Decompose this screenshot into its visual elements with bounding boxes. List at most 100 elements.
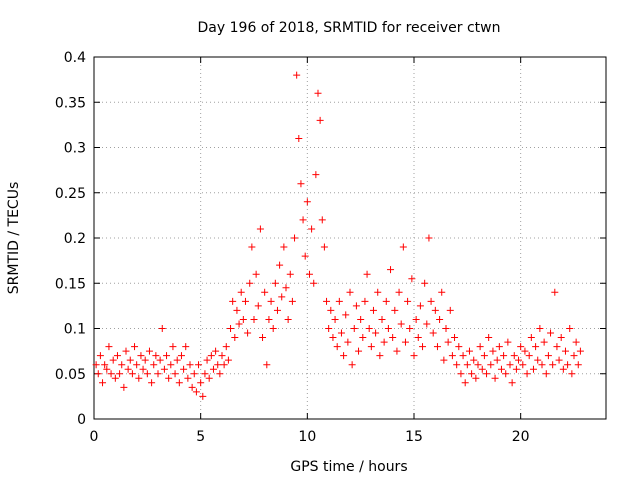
data-point bbox=[107, 370, 115, 378]
data-point bbox=[314, 89, 322, 97]
data-point bbox=[401, 338, 409, 346]
y-tick-label: 0.4 bbox=[64, 50, 86, 66]
data-point bbox=[244, 329, 252, 337]
data-point bbox=[209, 365, 217, 373]
y-tick-label: 0 bbox=[77, 412, 86, 428]
data-point bbox=[318, 216, 326, 224]
y-tick-label: 0.35 bbox=[55, 95, 86, 111]
data-point bbox=[316, 116, 324, 124]
data-point bbox=[378, 315, 386, 323]
data-point bbox=[393, 347, 401, 355]
data-point bbox=[510, 352, 518, 360]
data-point bbox=[527, 334, 535, 342]
data-point bbox=[423, 320, 431, 328]
data-point bbox=[113, 352, 121, 360]
data-point bbox=[363, 270, 371, 278]
data-point bbox=[282, 284, 290, 292]
data-point bbox=[190, 370, 198, 378]
data-point bbox=[410, 352, 418, 360]
data-point bbox=[493, 356, 501, 364]
data-point bbox=[391, 306, 399, 314]
data-point bbox=[416, 302, 424, 310]
data-point bbox=[169, 343, 177, 351]
data-point bbox=[293, 71, 301, 79]
data-point bbox=[429, 329, 437, 337]
data-point bbox=[216, 370, 224, 378]
data-point bbox=[380, 338, 388, 346]
data-point bbox=[342, 311, 350, 319]
data-point bbox=[521, 347, 529, 355]
data-point bbox=[369, 306, 377, 314]
data-point bbox=[553, 343, 561, 351]
data-point bbox=[152, 352, 160, 360]
data-point bbox=[301, 252, 309, 260]
x-tick-label: 0 bbox=[90, 429, 99, 445]
data-point bbox=[212, 347, 220, 355]
data-point bbox=[495, 343, 503, 351]
data-point bbox=[325, 325, 333, 332]
data-point bbox=[180, 365, 188, 373]
data-point bbox=[299, 216, 307, 224]
y-tick-label: 0.3 bbox=[64, 141, 86, 157]
data-point bbox=[131, 343, 139, 351]
data-point bbox=[534, 356, 542, 364]
data-point bbox=[158, 325, 166, 332]
data-point bbox=[278, 293, 286, 301]
data-point bbox=[195, 361, 203, 369]
data-point bbox=[177, 352, 185, 360]
data-point bbox=[109, 356, 117, 364]
data-point bbox=[523, 370, 531, 378]
data-point bbox=[476, 343, 484, 351]
y-tick-label: 0.25 bbox=[55, 186, 86, 202]
data-point bbox=[297, 180, 305, 188]
data-point bbox=[566, 325, 574, 332]
data-point bbox=[154, 370, 162, 378]
data-point bbox=[344, 338, 352, 346]
data-point bbox=[182, 343, 190, 351]
data-point bbox=[310, 279, 318, 287]
data-point bbox=[455, 343, 463, 351]
data-point bbox=[506, 361, 514, 369]
data-point bbox=[323, 297, 331, 305]
chart-title: Day 196 of 2018, SRMTID for receiver ctw… bbox=[198, 20, 501, 36]
data-point bbox=[440, 356, 448, 364]
data-point bbox=[118, 361, 126, 369]
data-point bbox=[525, 352, 533, 360]
data-point bbox=[175, 379, 183, 387]
data-point bbox=[248, 243, 256, 251]
data-point bbox=[504, 338, 512, 346]
data-point bbox=[359, 334, 367, 342]
data-point bbox=[399, 243, 407, 251]
data-point bbox=[122, 347, 130, 355]
data-point bbox=[156, 356, 164, 364]
data-point bbox=[419, 343, 427, 351]
data-point bbox=[427, 297, 435, 305]
data-point bbox=[512, 365, 520, 373]
data-point bbox=[444, 338, 452, 346]
y-tick-label: 0.2 bbox=[64, 231, 86, 247]
data-point bbox=[120, 383, 128, 391]
data-point bbox=[551, 288, 559, 296]
data-point bbox=[163, 352, 171, 360]
data-point bbox=[397, 320, 405, 328]
ticks: 0 0.05 0.1 0.15 0.2 0.25 0.3 0.35 0.4 0 5 10 15 20 bbox=[55, 50, 606, 445]
data-point bbox=[547, 329, 555, 337]
data-point bbox=[355, 347, 363, 355]
data-point bbox=[357, 315, 365, 323]
data-point bbox=[237, 288, 245, 296]
data-point bbox=[94, 370, 102, 378]
data-points bbox=[92, 71, 584, 400]
data-point bbox=[259, 334, 267, 342]
data-point bbox=[273, 306, 281, 314]
data-point bbox=[564, 361, 572, 369]
data-point bbox=[288, 297, 296, 305]
x-tick-label: 15 bbox=[405, 429, 423, 445]
data-point bbox=[111, 374, 119, 382]
data-point bbox=[487, 361, 495, 369]
data-point bbox=[340, 352, 348, 360]
data-point bbox=[222, 343, 230, 351]
data-point bbox=[406, 325, 414, 332]
data-point bbox=[348, 361, 356, 369]
data-point bbox=[263, 361, 271, 369]
data-point bbox=[568, 370, 576, 378]
